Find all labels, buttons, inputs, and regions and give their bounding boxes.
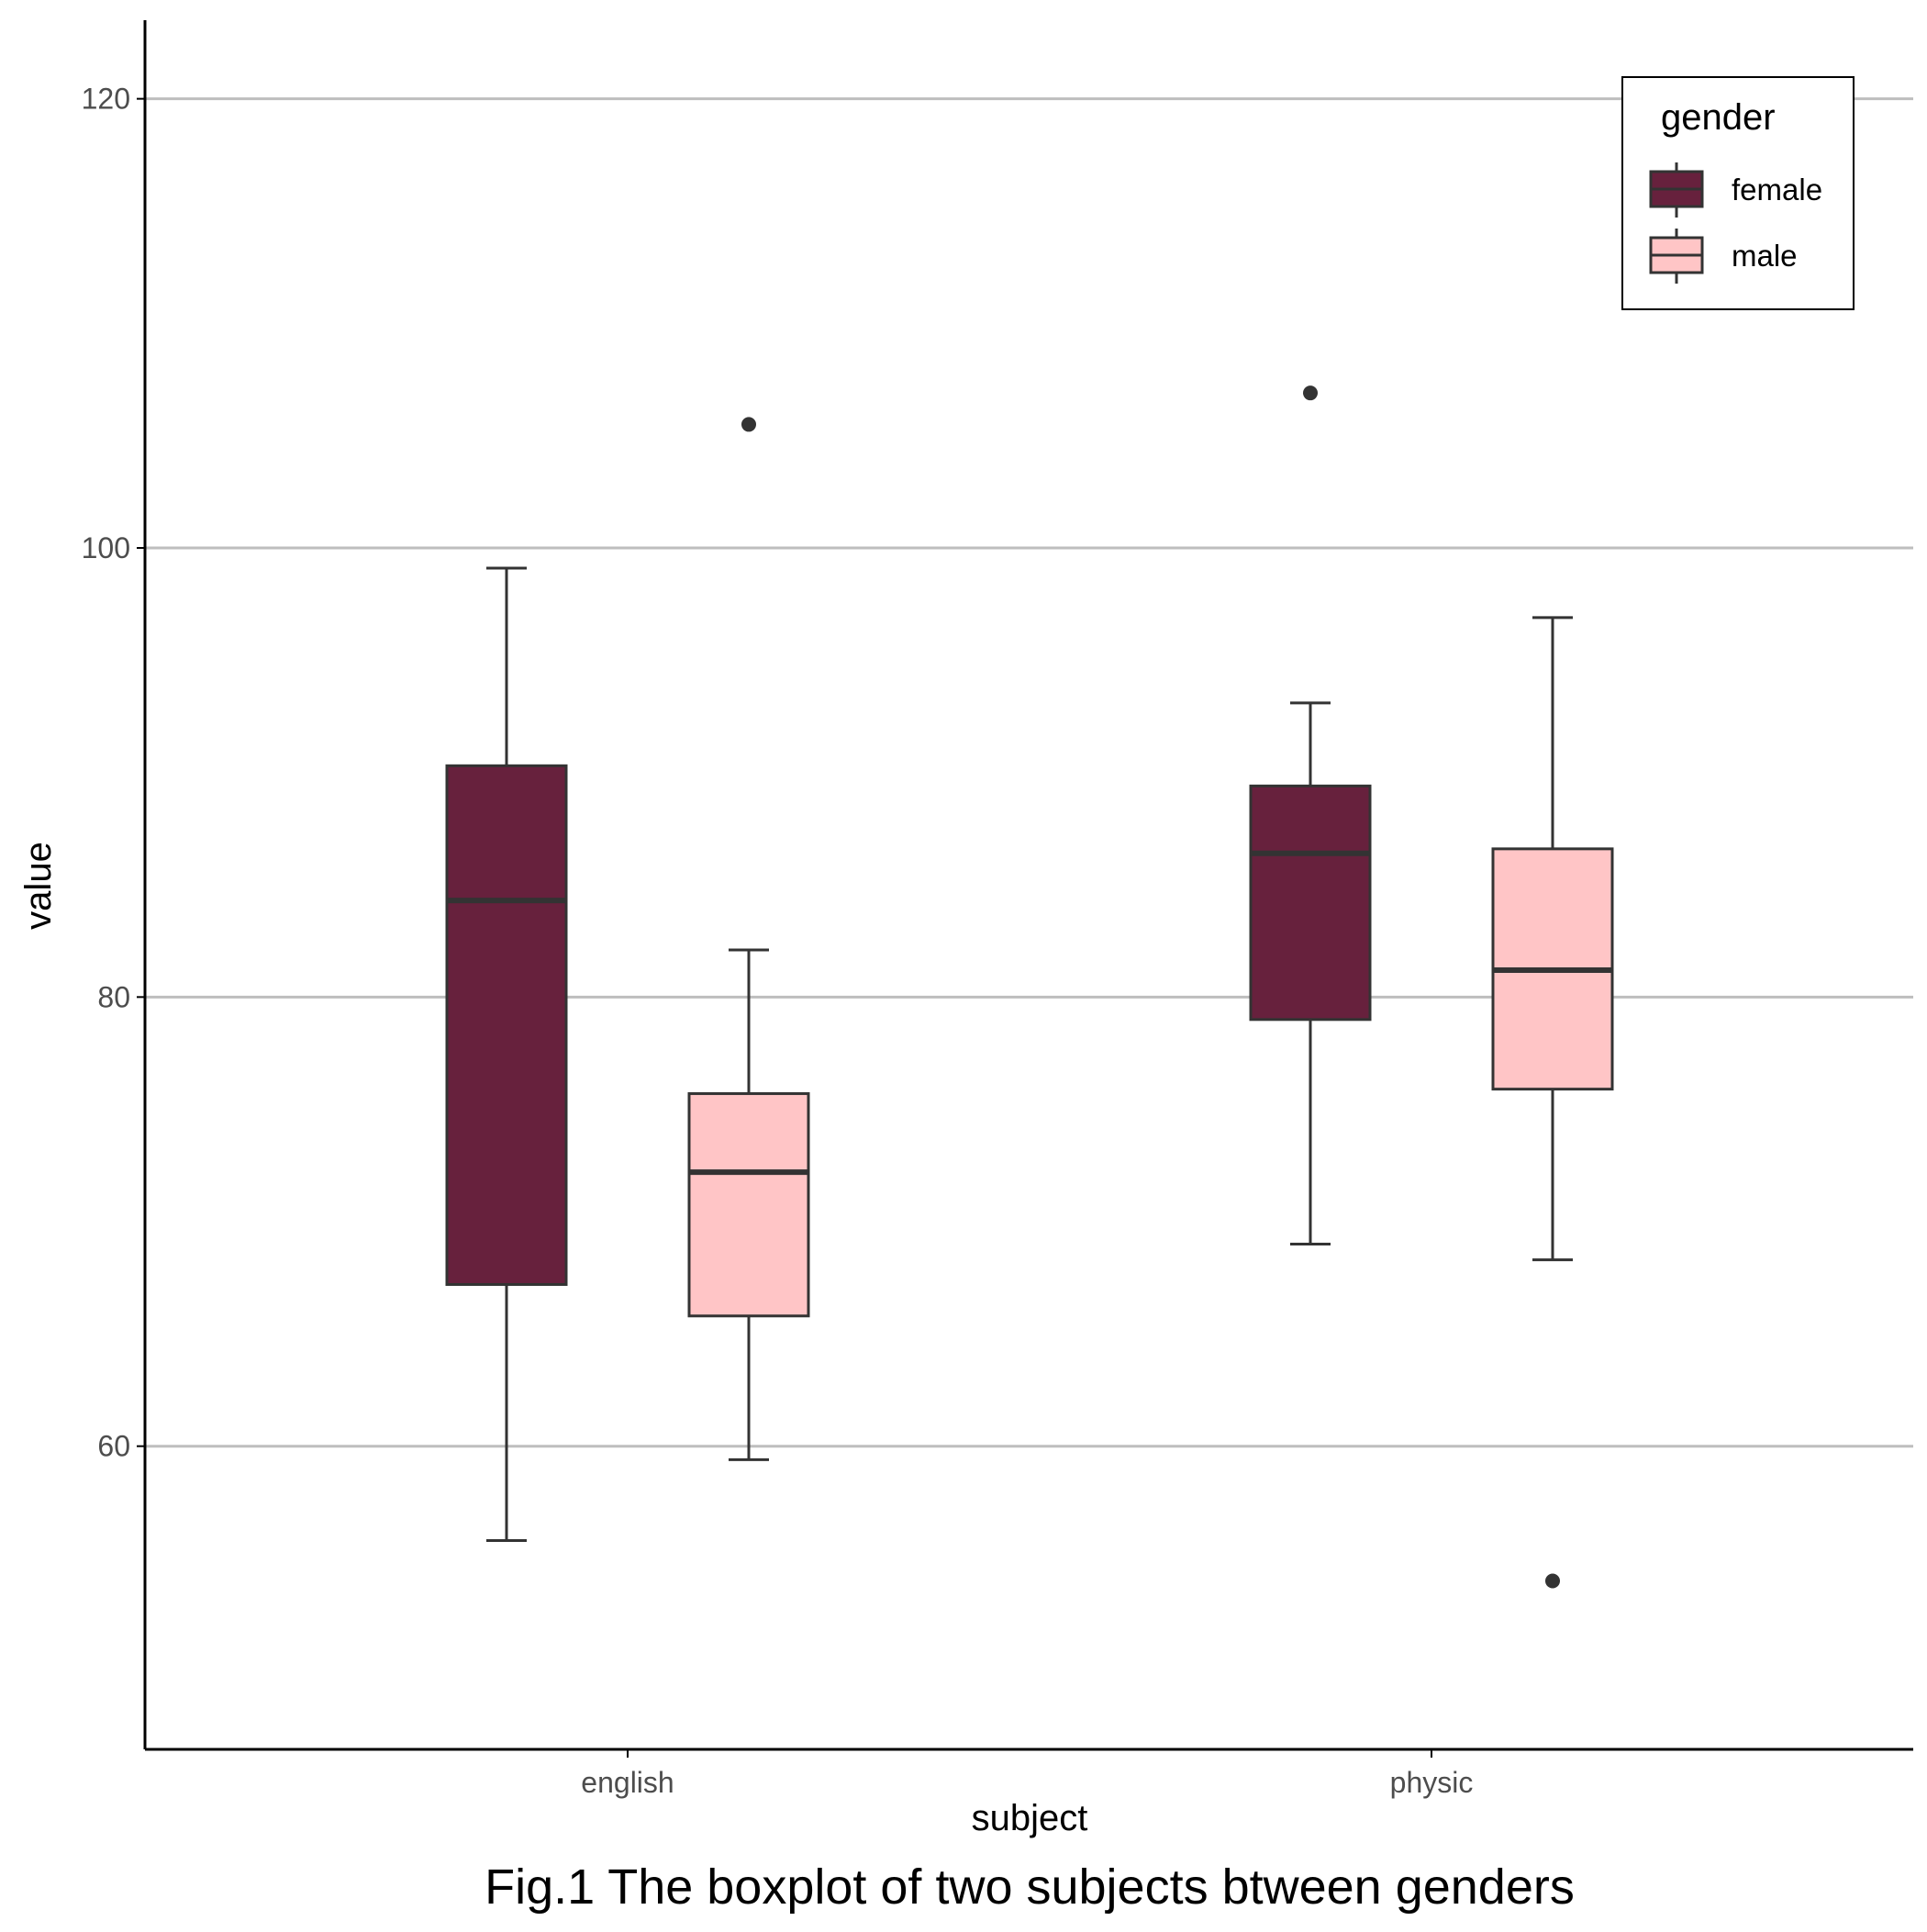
box-physic-male — [1491, 616, 1614, 1589]
figure-caption: Fig.1 The boxplot of two subjects btween… — [485, 1859, 1575, 1915]
y-tick-label-120: 120 — [82, 83, 130, 116]
y-axis-title: value — [18, 842, 59, 930]
legend-item-female: female — [1649, 162, 1822, 218]
y-tick-label-60: 60 — [97, 1430, 130, 1463]
box-english-female — [445, 566, 568, 1542]
x-tick-label-physic: physic — [1390, 1766, 1474, 1799]
outlier-point — [741, 417, 756, 432]
gridlines — [145, 97, 1913, 1448]
outlier-point — [1545, 1573, 1560, 1589]
y-tick-label-100: 100 — [82, 531, 130, 564]
box-iqr — [687, 1092, 810, 1318]
axes: 60 80 100 120 english physic — [82, 20, 1913, 1799]
y-tick-label-80: 80 — [97, 980, 130, 1013]
legend-label-male: male — [1732, 239, 1798, 273]
box-iqr — [445, 764, 568, 1287]
boxes — [445, 385, 1614, 1589]
legend: gender female male — [1621, 76, 1855, 310]
x-tick-label-english: english — [581, 1766, 674, 1799]
legend-item-male: male — [1649, 229, 1798, 284]
legend-label-female: female — [1732, 173, 1822, 207]
box-physic-female — [1249, 385, 1372, 1245]
outlier-point — [1303, 385, 1318, 401]
x-axis-title: subject — [972, 1798, 1088, 1838]
box-iqr — [1249, 784, 1372, 1022]
legend-title: gender — [1661, 97, 1776, 138]
box-english-male — [687, 417, 810, 1461]
